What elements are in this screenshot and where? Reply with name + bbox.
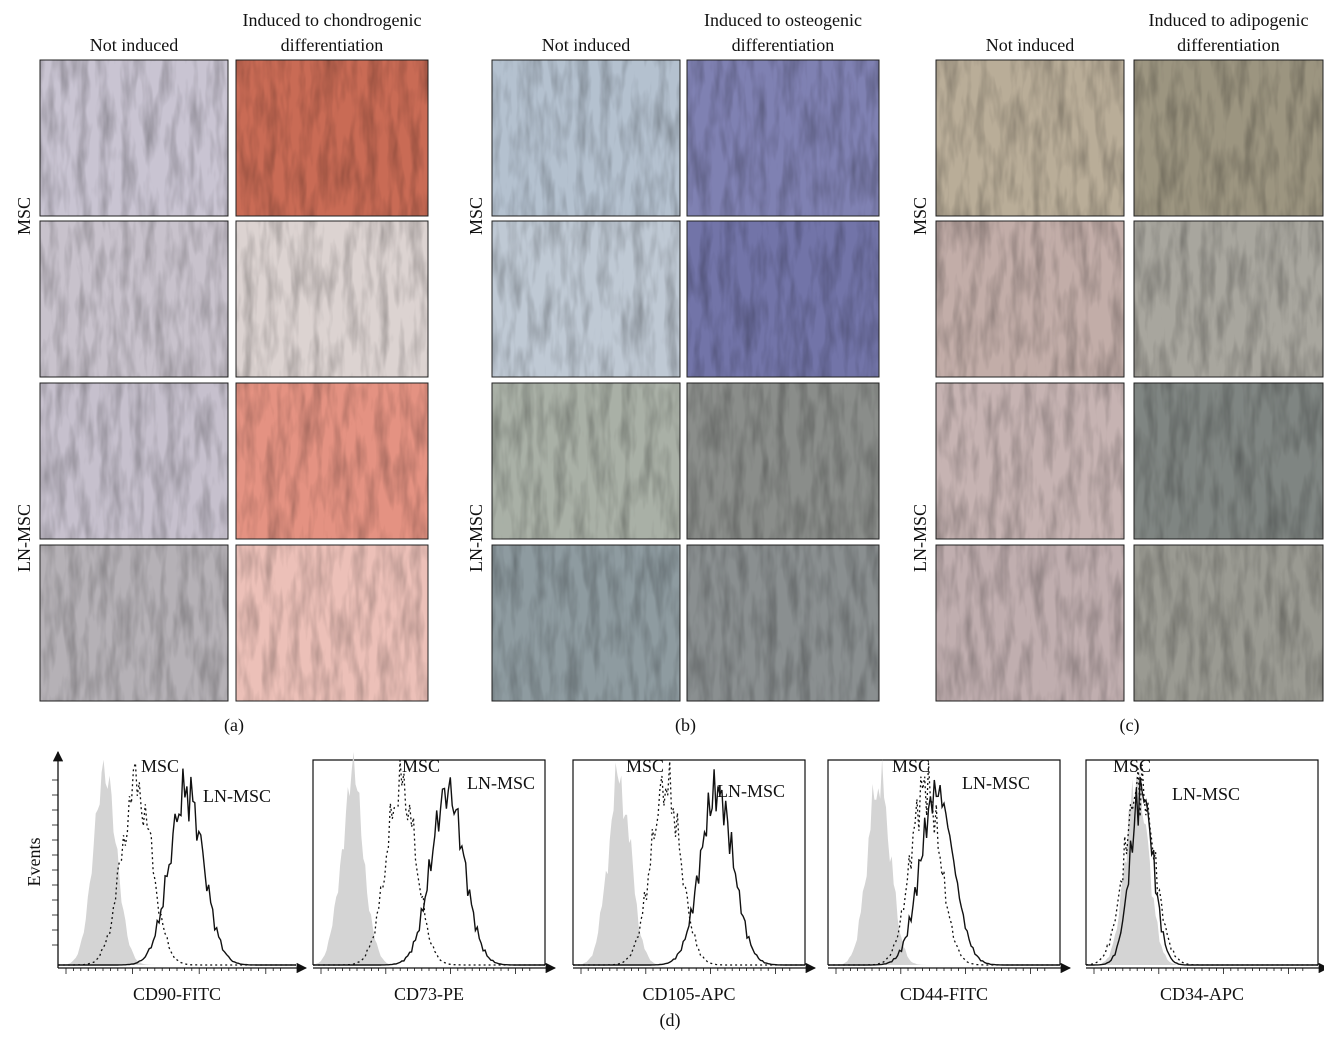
micrograph-texture: [687, 221, 879, 377]
micrograph-texture: [236, 383, 428, 539]
column-header: Not induced: [986, 35, 1074, 55]
row-label: LN-MSC: [14, 504, 34, 572]
x-label: CD90-FITC: [133, 984, 221, 1004]
annotation: MSC: [626, 756, 664, 776]
micrograph-texture: [687, 383, 879, 539]
x-label: CD105-APC: [642, 984, 735, 1004]
annotation: MSC: [892, 756, 930, 776]
annotation: LN-MSC: [717, 781, 785, 801]
annotation: LN-MSC: [962, 773, 1030, 793]
micrograph-texture: [1134, 221, 1323, 377]
column-header: Not induced: [542, 35, 630, 55]
column-header: differentiation: [1177, 35, 1280, 55]
panel-caption: (a): [224, 715, 244, 736]
micrograph-texture: [40, 545, 228, 701]
micrograph-texture: [236, 60, 428, 216]
annotation: MSC: [1113, 756, 1151, 776]
x-label: CD34-APC: [1160, 984, 1244, 1004]
micrograph-texture: [687, 545, 879, 701]
column-header: Induced to chondrogenic: [243, 10, 422, 30]
micrograph-texture: [492, 221, 680, 377]
annotation: MSC: [141, 756, 179, 776]
micrograph-texture: [936, 545, 1124, 701]
micrograph-texture: [492, 383, 680, 539]
micrograph-texture: [40, 221, 228, 377]
page: {"panels": [ {"caption": "(a)", "row_lab…: [0, 0, 1324, 1042]
x-label: CD44-FITC: [900, 984, 988, 1004]
column-header: Induced to adipogenic: [1149, 10, 1309, 30]
annotation: MSC: [402, 756, 440, 776]
column-header: differentiation: [732, 35, 835, 55]
annotation: LN-MSC: [1172, 784, 1240, 804]
panel-caption: (c): [1120, 715, 1140, 736]
micrograph-texture: [236, 545, 428, 701]
micrograph-texture: [40, 60, 228, 216]
row-label: MSC: [910, 197, 930, 235]
row-label: MSC: [466, 197, 486, 235]
panel-caption: (b): [675, 715, 696, 736]
micrograph-texture: [936, 60, 1124, 216]
panel-caption: (d): [660, 1010, 681, 1031]
annotation: LN-MSC: [467, 773, 535, 793]
micrograph-texture: [1134, 383, 1323, 539]
micrograph-texture: [492, 60, 680, 216]
column-header: Induced to osteogenic: [704, 10, 862, 30]
column-header: Not induced: [90, 35, 178, 55]
micrograph-texture: [236, 221, 428, 377]
x-label: CD73-PE: [394, 984, 464, 1004]
micrograph-texture: [1134, 60, 1323, 216]
micrograph-texture: [687, 60, 879, 216]
y-label: Events: [24, 838, 44, 887]
figure: Not induced Induced to chondrogenic differ…: [0, 0, 1324, 1042]
micrograph-texture: [936, 383, 1124, 539]
micrograph-texture: [492, 545, 680, 701]
micrograph-texture: [1134, 545, 1323, 701]
column-header: differentiation: [281, 35, 384, 55]
row-label: LN-MSC: [910, 504, 930, 572]
row-label: MSC: [14, 197, 34, 235]
micrograph-texture: [40, 383, 228, 539]
row-label: LN-MSC: [466, 504, 486, 572]
annotation: LN-MSC: [203, 786, 271, 806]
micrograph-texture: [936, 221, 1124, 377]
